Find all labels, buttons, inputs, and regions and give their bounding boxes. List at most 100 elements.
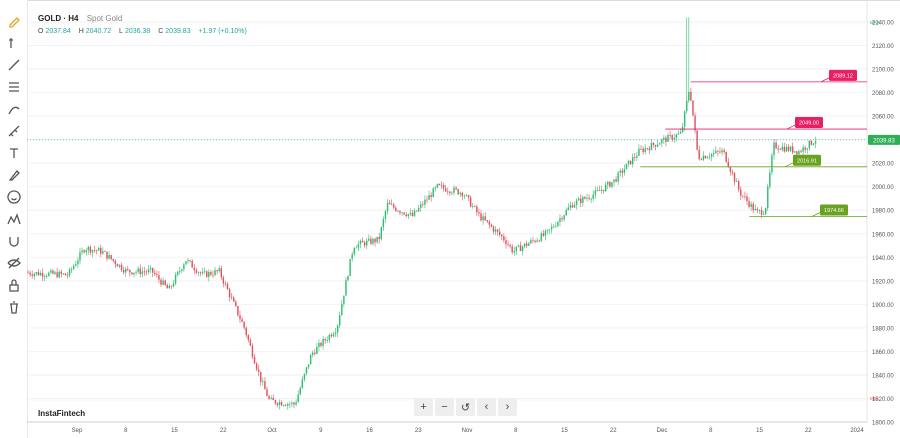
candle-body — [147, 269, 150, 273]
candle-body — [735, 181, 738, 183]
candle-body — [580, 198, 582, 204]
pencil-icon[interactable] — [4, 11, 23, 30]
candle-body — [627, 160, 630, 164]
cursor-icon[interactable] — [4, 33, 23, 52]
candle-body — [170, 285, 173, 287]
candle-body — [417, 207, 420, 212]
high-label: H — [78, 28, 84, 35]
candle-body — [83, 250, 85, 253]
candle-body — [81, 250, 83, 253]
brush-icon[interactable] — [4, 99, 23, 118]
candle-body — [303, 373, 306, 380]
reset-button[interactable]: ↺ — [456, 398, 475, 416]
candle-body — [796, 151, 798, 155]
candle-body — [752, 203, 754, 211]
magnet-icon[interactable] — [4, 231, 23, 250]
candle-body — [746, 196, 748, 202]
candle-body — [407, 214, 410, 217]
candle-body — [324, 339, 326, 341]
candle-body — [588, 197, 590, 199]
candle-body — [496, 229, 499, 232]
x-tick-label: 8 — [124, 428, 128, 434]
lock-icon[interactable] — [4, 275, 23, 294]
scroll-back-button[interactable]: ‹ — [477, 398, 496, 416]
x-tick-label: Nov — [462, 428, 473, 434]
pattern-icon[interactable] — [4, 209, 23, 228]
candle-body — [29, 272, 31, 275]
candle-body — [46, 275, 48, 277]
candle-body — [347, 276, 349, 281]
candle-body — [569, 205, 572, 208]
candle-body — [390, 204, 393, 205]
candle-body — [386, 202, 389, 212]
zoom-out-button[interactable]: − — [435, 398, 454, 416]
hide-drawings-icon[interactable] — [4, 253, 23, 272]
text-icon[interactable] — [4, 143, 23, 162]
resistance-leader — [820, 77, 830, 83]
candle-body — [415, 210, 418, 212]
candle-body — [490, 224, 493, 227]
candle-body — [461, 192, 464, 196]
candle-body — [75, 264, 77, 266]
candle-body — [141, 271, 144, 275]
candle-body — [380, 227, 383, 240]
candle-body — [289, 403, 291, 405]
fibonacci-icon[interactable] — [4, 77, 23, 96]
pen-icon[interactable] — [4, 165, 23, 184]
candle-body — [249, 339, 252, 346]
candle-body — [210, 272, 212, 275]
candle-body — [480, 213, 482, 221]
candle-body — [808, 140, 811, 149]
candle-body — [326, 339, 328, 341]
candle-body — [316, 346, 318, 354]
candle-body — [102, 251, 104, 254]
candle-body — [638, 148, 640, 156]
candle-body — [582, 196, 584, 204]
candle-body — [311, 352, 314, 355]
candle-body — [754, 208, 757, 211]
zoom-in-button[interactable]: + — [414, 398, 433, 416]
candle-body — [409, 212, 412, 215]
instafintech-watermark: InstaFintech — [38, 409, 86, 418]
candle-body — [750, 203, 752, 207]
candle-body — [484, 216, 486, 221]
candle-body — [663, 137, 665, 140]
y-tick-label: 1960.00 — [872, 232, 894, 238]
scroll-forward-button[interactable]: › — [498, 398, 517, 416]
candle-body — [532, 240, 534, 241]
candle-body — [814, 141, 817, 144]
candle-body — [625, 163, 628, 170]
candle-body — [395, 207, 397, 211]
candle-body — [260, 371, 262, 382]
candle-body — [646, 148, 648, 149]
ohlc-readout: O 2037.84 H 2040.72 L 2036.38 C 2039.83 +1.9… — [38, 28, 253, 35]
candle-body — [488, 221, 491, 225]
candle-body — [64, 273, 67, 276]
trend-line-icon[interactable] — [4, 55, 23, 74]
candle-body — [129, 269, 131, 273]
price-chart[interactable]: 1800.00 1820.00 1840.00 1860.00 1880.00 1900.… — [27, 0, 900, 438]
emoji-icon[interactable] — [4, 187, 23, 206]
y-tick-label: 2060.00 — [872, 115, 894, 121]
measure-icon[interactable] — [4, 121, 23, 140]
candle-body — [58, 271, 60, 278]
candle-body — [729, 167, 732, 172]
candle-body — [235, 301, 237, 307]
candle-body — [357, 243, 360, 248]
candle-body — [702, 155, 705, 160]
candle-body — [557, 221, 559, 227]
candle-body — [800, 151, 802, 152]
low-label: L — [119, 28, 123, 35]
candle-body — [513, 251, 515, 253]
candle-body — [600, 189, 603, 191]
candle-body — [73, 265, 75, 269]
candle-body — [459, 192, 461, 195]
candle-body — [679, 132, 682, 134]
candle-body — [43, 276, 46, 278]
y-tick-label: 1900.00 — [872, 303, 894, 309]
candle-body — [247, 335, 250, 340]
candle-body — [307, 364, 310, 368]
trash-icon[interactable] — [4, 297, 23, 316]
candle-body — [164, 280, 166, 285]
candle-body — [280, 401, 283, 406]
